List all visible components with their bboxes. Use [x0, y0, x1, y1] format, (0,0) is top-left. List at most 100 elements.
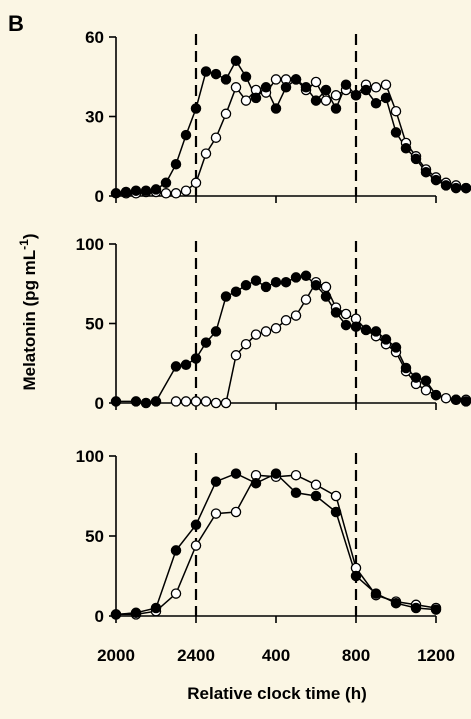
series-open-line	[176, 281, 466, 404]
filled-point	[330, 307, 342, 318]
filled-point	[250, 275, 262, 286]
filled-point	[430, 174, 442, 186]
filled-point	[140, 397, 152, 409]
open-point	[200, 396, 212, 407]
open-point	[370, 82, 382, 93]
filled-point	[210, 326, 222, 337]
open-point	[230, 506, 242, 518]
filled-point	[410, 153, 422, 165]
open-point	[270, 323, 282, 334]
filled-point	[410, 372, 422, 383]
open-point	[230, 350, 242, 361]
open-point	[190, 396, 202, 407]
filled-point	[220, 74, 232, 85]
filled-point	[200, 66, 212, 77]
filled-point	[130, 185, 142, 196]
open-point	[310, 76, 322, 88]
filled-point	[150, 184, 162, 195]
filled-point	[330, 506, 342, 518]
y-tick-label: 50	[85, 315, 104, 334]
filled-point	[150, 602, 162, 614]
filled-point	[190, 353, 202, 364]
filled-point	[380, 334, 392, 345]
y-tick-label: 0	[95, 607, 104, 626]
filled-point	[310, 280, 322, 291]
open-point	[210, 132, 222, 143]
panel-middle: 0 50 100	[76, 235, 471, 413]
filled-point	[290, 74, 302, 85]
filled-point	[450, 182, 462, 194]
filled-point	[230, 286, 242, 297]
filled-point	[260, 82, 272, 93]
open-point	[220, 108, 232, 120]
open-point	[320, 95, 332, 106]
y-tick-label: 30	[85, 108, 104, 127]
x-tick-label: 2400	[177, 646, 215, 665]
open-point	[260, 326, 272, 337]
filled-point	[260, 281, 272, 293]
open-point	[170, 588, 182, 599]
open-point	[210, 508, 222, 519]
filled-point	[400, 143, 412, 154]
open-point	[290, 310, 302, 321]
filled-point	[350, 90, 362, 101]
filled-point	[280, 82, 292, 93]
open-point	[170, 188, 182, 199]
y-tick-label: 100	[76, 447, 104, 466]
filled-point	[340, 319, 352, 331]
series-open-line	[126, 78, 467, 195]
filled-point	[330, 103, 342, 114]
filled-point	[290, 487, 302, 499]
filled-point	[170, 361, 182, 372]
y-axis-title-close: )	[20, 233, 39, 239]
filled-point	[310, 95, 322, 106]
filled-point	[270, 103, 282, 114]
filled-point	[240, 71, 252, 83]
filled-point	[230, 468, 242, 479]
filled-point	[150, 396, 162, 407]
filled-point	[110, 396, 122, 407]
open-point	[190, 177, 202, 189]
filled-point	[270, 276, 282, 288]
filled-point	[370, 588, 382, 599]
filled-point	[370, 98, 382, 109]
filled-point	[430, 389, 442, 401]
filled-point	[410, 602, 422, 614]
filled-point	[460, 182, 471, 194]
filled-point	[280, 276, 292, 288]
filled-point	[110, 188, 122, 199]
filled-point	[230, 55, 242, 67]
filled-point	[160, 177, 172, 189]
open-point	[220, 397, 232, 409]
panel-label: B	[8, 11, 24, 36]
filled-point	[240, 280, 252, 291]
filled-point	[190, 103, 202, 114]
open-point	[380, 79, 392, 90]
filled-point	[220, 291, 232, 302]
filled-point	[430, 604, 442, 615]
open-point	[290, 469, 302, 481]
open-point	[280, 315, 292, 326]
filled-point	[450, 394, 462, 406]
filled-point	[130, 396, 142, 407]
y-tick-label: 100	[76, 235, 104, 254]
open-point	[390, 105, 402, 117]
open-point	[330, 90, 342, 101]
filled-point	[360, 324, 372, 336]
open-point	[340, 308, 352, 320]
y-axis-title-superscript: -1	[17, 239, 31, 250]
y-axis-title-main: Melatonin (pg mL	[20, 250, 39, 391]
y-tick-label: 0	[95, 187, 104, 206]
x-tick-label: 400	[262, 646, 290, 665]
filled-point	[120, 186, 132, 198]
open-point	[240, 338, 252, 350]
open-point	[180, 185, 192, 196]
open-point	[420, 385, 432, 396]
filled-point	[340, 79, 352, 90]
filled-point	[180, 359, 192, 371]
series-open-line	[116, 474, 437, 616]
x-axis-title: Relative clock time (h)	[187, 684, 367, 703]
open-point	[310, 479, 322, 491]
filled-point	[380, 92, 392, 104]
